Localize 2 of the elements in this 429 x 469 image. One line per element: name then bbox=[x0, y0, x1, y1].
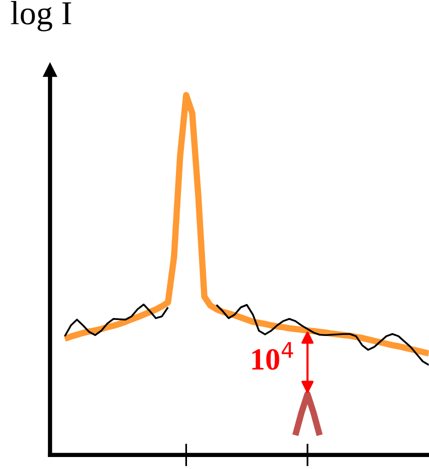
y-axis-title: log I bbox=[10, 1, 72, 32]
annotation: 10$^{4}$ bbox=[252, 342, 294, 370]
